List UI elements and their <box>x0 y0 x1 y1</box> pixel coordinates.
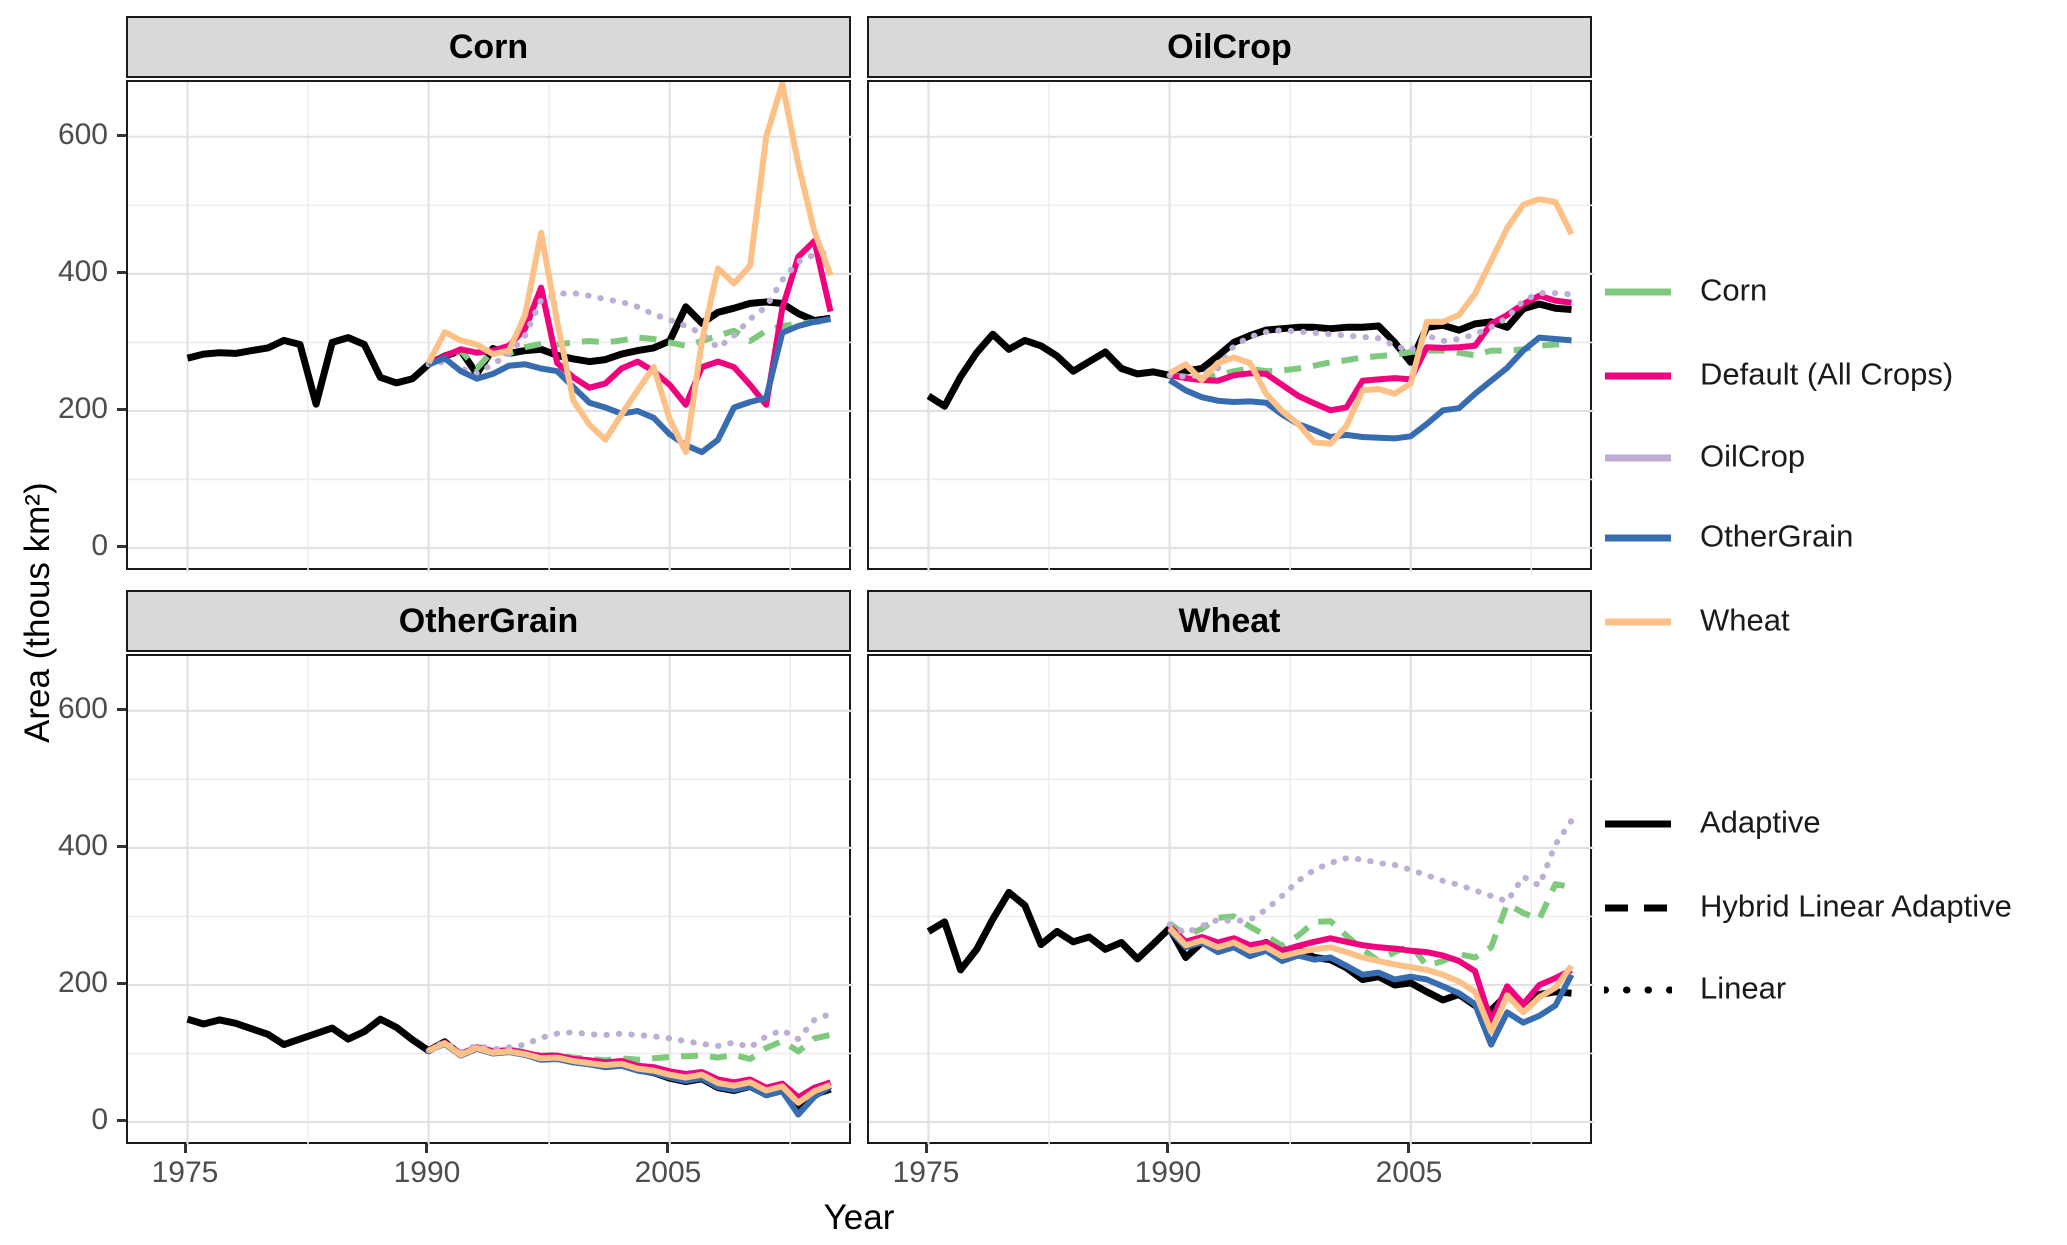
y-axis-tick-label: 200 <box>57 966 108 999</box>
y-axis-tick-mark <box>117 271 126 274</box>
facet-strip-title: Wheat <box>1178 601 1281 640</box>
line-othergrain <box>1167 928 1575 1048</box>
x-axis-tick-label: 1990 <box>393 1156 461 1189</box>
y-axis-tick-mark <box>117 1119 126 1122</box>
y-axis-title: Area (thous km²) <box>18 481 57 743</box>
line-adaptive <box>186 1015 832 1114</box>
x-axis-tick-mark <box>184 1144 187 1153</box>
facet-strip-title: OilCrop <box>1167 27 1292 66</box>
line-wheat <box>1168 196 1575 447</box>
y-axis-tick-label: 0 <box>91 1103 108 1136</box>
facet-plot-area-corn <box>128 82 853 572</box>
y-axis-tick-mark <box>117 845 126 848</box>
x-axis-tick-label: 1975 <box>892 1156 960 1189</box>
legend-item-oilcrop: OilCrop <box>1604 438 2064 478</box>
color-legend-key-swatch <box>1605 288 1671 296</box>
y-axis-tick-label: 400 <box>57 255 108 288</box>
facet-strip-title: Corn <box>448 27 529 66</box>
y-axis-tick-mark <box>117 545 126 548</box>
x-axis-title: Year <box>823 1198 895 1237</box>
facet-strip-wheat: Wheat <box>867 590 1592 652</box>
linetype-legend-key-swatch <box>1605 820 1671 828</box>
line-oilcrop <box>425 248 834 377</box>
x-axis-tick-label: 1975 <box>151 1156 219 1189</box>
line-corn <box>1167 881 1573 969</box>
color-legend-key-swatch <box>1605 618 1671 626</box>
x-axis-tick-label: 2005 <box>1375 1156 1443 1189</box>
y-axis-tick-label: 600 <box>57 692 108 725</box>
legend-item-label: OtherGrain <box>1700 518 1854 554</box>
line-wheat <box>1167 926 1574 1035</box>
x-axis-tick-mark <box>666 1144 669 1153</box>
line-corn <box>427 318 831 372</box>
line-corn <box>1169 341 1572 382</box>
y-axis-tick-label: 400 <box>57 829 108 862</box>
legend-item-label: Corn <box>1700 272 1768 308</box>
legend-item-wheat: Wheat <box>1604 602 2064 642</box>
legend-item-hybrid-linear-adaptive: Hybrid Linear Adaptive <box>1604 888 2064 928</box>
legend-item-othergrain: OtherGrain <box>1604 518 2064 558</box>
legend-item-label: Default (All Crops) <box>1700 356 1954 392</box>
y-axis-tick-label: 0 <box>91 529 108 562</box>
facet-strip-title: OtherGrain <box>398 601 579 640</box>
legend-item-linear: Linear <box>1604 970 2064 1010</box>
x-axis-tick-mark <box>425 1144 428 1153</box>
line-othergrain <box>1167 334 1572 442</box>
facet-strip-oilcrop: OilCrop <box>867 16 1592 78</box>
legend-item-label: Linear <box>1700 970 1787 1006</box>
legend-item-adaptive: Adaptive <box>1604 804 2064 844</box>
legend-item-label: Wheat <box>1700 602 1790 638</box>
facet-strip-othergrain: OtherGrain <box>126 590 851 652</box>
line-adaptive <box>926 300 1572 410</box>
y-axis-tick-label: 600 <box>57 118 108 151</box>
x-axis-tick-mark <box>1407 1144 1410 1153</box>
line-wheat <box>425 82 834 456</box>
legend-item-label: Adaptive <box>1700 804 1821 840</box>
facet-strip-corn: Corn <box>126 16 851 78</box>
y-axis-tick-mark <box>117 708 126 711</box>
facet-plot-area-oilcrop <box>869 82 1594 572</box>
facet-panel-oilcrop <box>867 80 1594 572</box>
facet-panel-othergrain <box>126 654 853 1146</box>
x-axis-tick-mark <box>925 1144 928 1153</box>
legend-item-label: Hybrid Linear Adaptive <box>1700 888 2012 924</box>
color-legend-key-swatch <box>1605 534 1671 542</box>
line-oilcrop <box>1166 817 1575 936</box>
facet-panel-wheat <box>867 654 1594 1146</box>
line-othergrain <box>427 316 832 456</box>
legend-item-corn: Corn <box>1604 272 2064 312</box>
x-axis-tick-label: 2005 <box>634 1156 702 1189</box>
line-default-all-crops- <box>1167 924 1573 1025</box>
line-wheat <box>427 1040 832 1106</box>
facet-panel-corn <box>126 80 853 572</box>
facet-plot-area-wheat <box>869 656 1594 1146</box>
line-oilcrop <box>425 1010 834 1056</box>
y-axis-tick-mark <box>117 134 126 137</box>
facet-plot-area-othergrain <box>128 656 853 1146</box>
x-axis-tick-mark <box>1166 1144 1169 1153</box>
color-legend-key-swatch <box>1605 454 1671 462</box>
legend-item-label: OilCrop <box>1700 438 1806 474</box>
line-oilcrop <box>1166 290 1575 380</box>
y-axis-tick-label: 200 <box>57 392 108 425</box>
x-axis-tick-label: 1990 <box>1134 1156 1202 1189</box>
y-axis-tick-mark <box>117 408 126 411</box>
color-legend-key-swatch <box>1605 372 1671 380</box>
linetype-legend-key-swatch <box>1604 986 1672 994</box>
line-default-all-crops- <box>1169 292 1572 414</box>
legend-item-default-all-crops-: Default (All Crops) <box>1604 356 2064 396</box>
linetype-legend-key-swatch <box>1605 904 1671 912</box>
y-axis-tick-mark <box>117 982 126 985</box>
